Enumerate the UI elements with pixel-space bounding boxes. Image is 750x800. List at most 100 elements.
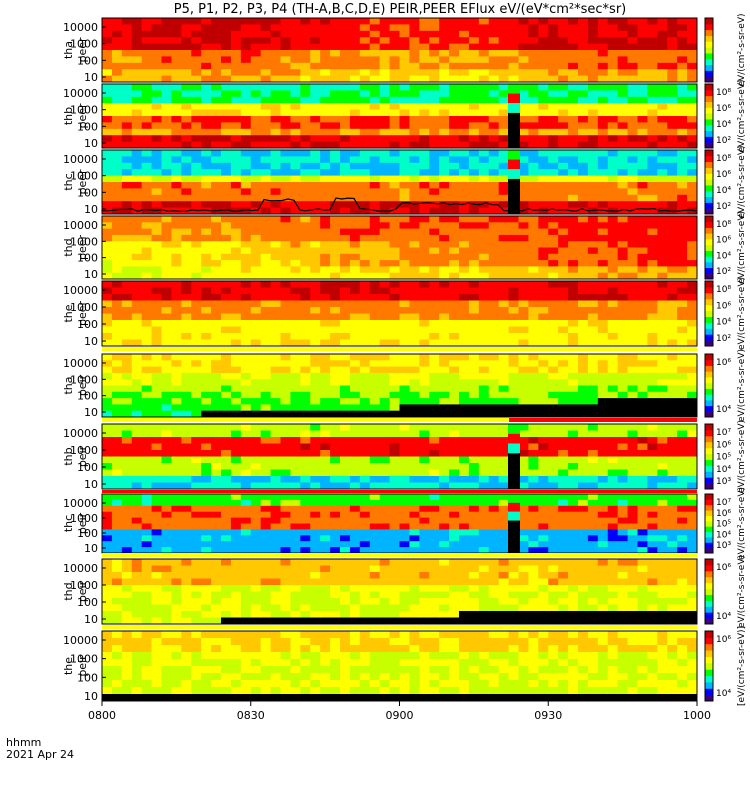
heatmap-cell (211, 194, 222, 202)
heatmap-cell (587, 30, 599, 38)
heatmap-cell (419, 194, 430, 202)
heatmap-cell (558, 234, 569, 242)
heatmap-cell (211, 333, 222, 340)
heatmap-cell (330, 69, 341, 77)
heatmap-cell (498, 511, 510, 519)
heatmap-cell (389, 398, 400, 405)
heatmap-cell (211, 430, 222, 438)
heatmap-cell (181, 253, 192, 261)
heatmap-cell (131, 135, 143, 143)
heatmap-cell (151, 194, 162, 202)
colorbar-frame (704, 149, 714, 215)
heatmap-cell (419, 366, 430, 374)
heatmap-cell (260, 494, 272, 501)
colorbar-unit: eV/(cm²-s-sr-eV) (737, 211, 747, 284)
heatmap-cell (250, 313, 262, 321)
colorbar-segment (705, 483, 713, 490)
heatmap-cell (568, 260, 579, 267)
heatmap-cell (102, 175, 113, 183)
heatmap-cell (419, 535, 430, 542)
heatmap-cell (141, 241, 153, 248)
heatmap-cell (151, 469, 162, 477)
heatmap-cell (429, 430, 440, 438)
heatmap-cell (131, 156, 143, 164)
heatmap-cell (538, 294, 549, 301)
heatmap-cell (359, 360, 371, 368)
heatmap-cell (359, 43, 371, 51)
heatmap-cell (389, 385, 400, 393)
heatmap-cell (211, 103, 222, 111)
data-gap-band (508, 443, 520, 454)
panel-label: peir (76, 374, 89, 396)
heatmap-cell (340, 43, 351, 51)
heatmap-cell (201, 450, 212, 457)
heatmap-cell (121, 494, 133, 501)
heatmap-cell (171, 326, 182, 334)
heatmap-cell (399, 241, 410, 248)
heatmap-cell (657, 372, 668, 380)
heatmap-cell (548, 116, 559, 123)
heatmap-cell (369, 476, 381, 483)
colorbar-segment (705, 471, 713, 478)
heatmap-cell (300, 326, 311, 334)
heatmap-cell (548, 162, 559, 170)
heatmap-cell (320, 482, 331, 490)
heatmap-cell (310, 141, 321, 149)
heatmap-cell (538, 50, 549, 57)
heatmap-cell (429, 372, 440, 380)
heatmap-cell (111, 450, 123, 457)
heatmap-cell (369, 443, 381, 451)
colorbar-segment (705, 216, 713, 223)
heatmap-cell (657, 313, 668, 321)
heatmap-cell (290, 18, 301, 25)
heatmap-cell (131, 313, 143, 321)
heatmap-cell (131, 511, 143, 519)
heatmap-cell (300, 103, 311, 111)
heatmap-cell (687, 326, 698, 334)
heatmap-cell (340, 339, 351, 347)
heatmap-cell (558, 135, 569, 143)
heatmap-cell (191, 182, 202, 189)
heatmap-cell (597, 128, 609, 136)
heatmap-cell (558, 450, 569, 457)
heatmap-cell (419, 398, 430, 405)
heatmap-cell (369, 523, 381, 530)
heatmap-cell (558, 541, 569, 548)
heatmap-cell (111, 43, 123, 51)
heatmap-cell (488, 175, 500, 183)
heatmap-cell (647, 499, 658, 507)
heatmap-cell (677, 260, 688, 267)
heatmap-cell (270, 207, 281, 215)
heatmap-cell (597, 372, 609, 380)
heatmap-cell (528, 84, 539, 91)
heatmap-cell (181, 320, 192, 327)
heatmap-cell (667, 84, 678, 91)
heatmap-cell (419, 75, 430, 83)
heatmap-cell (568, 535, 579, 542)
heatmap-cell (389, 62, 400, 70)
heatmap-cell (617, 430, 629, 438)
data-gap-band (508, 150, 520, 160)
heatmap-cell (419, 313, 430, 321)
heatmap-cell (211, 84, 222, 91)
heatmap-cell (270, 333, 281, 340)
heatmap-cell (518, 141, 529, 149)
heatmap-cell (221, 517, 232, 524)
heatmap-cell (419, 50, 430, 57)
heatmap-cell (191, 247, 202, 255)
heatmap-cell (260, 241, 272, 248)
heatmap-cell (677, 385, 688, 393)
heatmap-cell (667, 135, 678, 143)
heatmap-cell (627, 517, 638, 524)
heatmap-cell (538, 456, 549, 464)
heatmap-cell (340, 494, 351, 501)
heatmap-cell (141, 201, 153, 209)
colorbar-segment (705, 89, 713, 97)
heatmap-cell (211, 494, 222, 501)
heatmap-cell (191, 307, 202, 314)
heatmap-cell (419, 541, 430, 548)
heatmap-cell (280, 135, 291, 143)
heatmap-cell (498, 69, 510, 77)
heatmap-cell (508, 404, 519, 412)
heatmap-cell (349, 90, 361, 98)
